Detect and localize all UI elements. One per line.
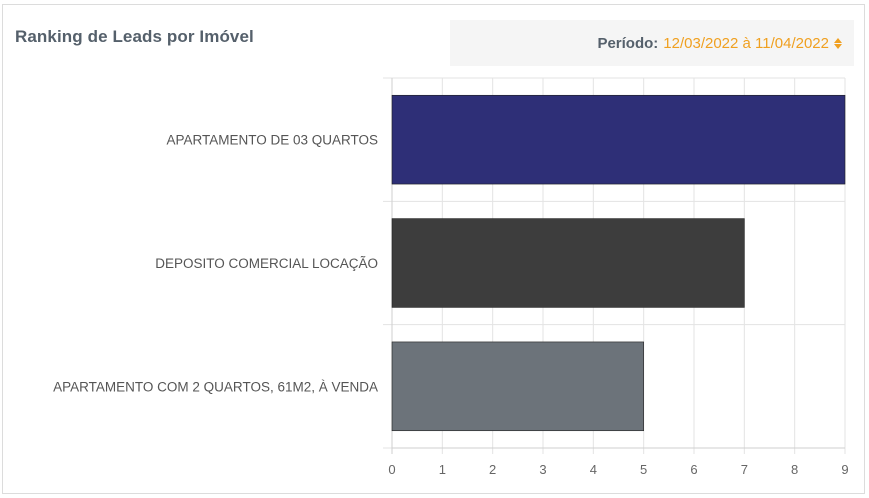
x-tick-label: 9 <box>841 462 848 477</box>
x-tick-label: 2 <box>489 462 496 477</box>
x-tick-label: 8 <box>791 462 798 477</box>
category-label: DEPOSITO COMERCIAL LOCAÇÃO <box>155 256 378 271</box>
x-tick-label: 5 <box>640 462 647 477</box>
x-tick-label: 6 <box>690 462 697 477</box>
x-tick-label: 0 <box>388 462 395 477</box>
category-label: APARTAMENTO COM 2 QUARTOS, 61M2, À VENDA <box>53 379 378 394</box>
card-title: Ranking de Leads por Imóvel <box>15 27 254 46</box>
category-label: APARTAMENTO DE 03 QUARTOS <box>166 133 378 148</box>
x-tick-label: 7 <box>741 462 748 477</box>
period-value[interactable]: 12/03/2022 à 11/04/2022 <box>663 34 829 52</box>
period-label: Período: <box>597 34 659 52</box>
bar-3 <box>391 341 644 432</box>
bar-2 <box>391 218 745 308</box>
period-filter[interactable]: Período: 12/03/2022 à 11/04/2022 <box>450 20 854 66</box>
x-tick-label: 1 <box>439 462 446 477</box>
sort-arrows-icon[interactable] <box>834 37 842 49</box>
bar-1 <box>391 94 846 185</box>
x-tick-label: 4 <box>590 462 597 477</box>
x-tick-label: 3 <box>539 462 546 477</box>
